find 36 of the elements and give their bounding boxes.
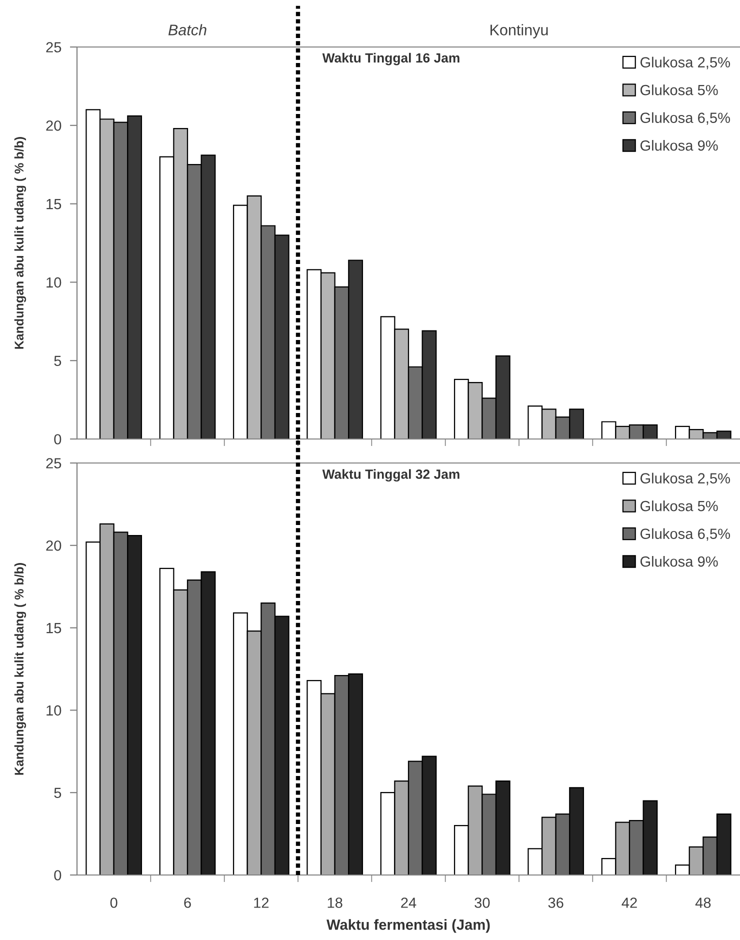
legend-label: Glukosa 5% (640, 84, 718, 96)
legend-label: Glukosa 2,5% (640, 56, 730, 70)
x-tick-label: 12 (254, 898, 269, 908)
y-tick-label: 15 (46, 199, 62, 210)
y-tick-label: 10 (46, 277, 62, 288)
legend-label: Glukosa 6,5% (640, 112, 730, 125)
y-tick-label: 20 (46, 120, 62, 131)
text: Kontinyu (490, 24, 548, 38)
chart-title: Waktu Tinggal 32 Jam (322, 469, 460, 482)
legend-label: Glukosa 9% (640, 140, 718, 151)
chart-title: Waktu Tinggal 16 Jam (322, 52, 460, 66)
x-tick-label: 6 (184, 898, 191, 908)
x-tick-label: 30 (474, 898, 490, 908)
y-tick-label: 25 (46, 458, 62, 468)
y-tick-label: 20 (46, 540, 62, 551)
y-tick-label: 25 (46, 42, 62, 52)
y-tick-label: 0 (54, 434, 62, 444)
legend-label: Glukosa 6,5% (640, 528, 730, 541)
legend-label: Glukosa 2,5% (640, 472, 730, 486)
x-tick-label: 24 (401, 898, 416, 908)
y-axis-title: Kandungan abu kulit udang ( % b/b) (14, 563, 26, 775)
x-tick-label: 0 (110, 898, 118, 908)
legend-label: Glukosa 9% (640, 556, 718, 567)
x-tick-label: 48 (695, 898, 711, 908)
y-axis-title: Kandungan abu kulit udang ( % b/b) (14, 137, 26, 349)
y-tick-label: 0 (54, 870, 62, 880)
x-tick-label: 42 (622, 898, 637, 908)
y-tick-label: 10 (46, 705, 62, 716)
text: Batch (168, 24, 206, 36)
x-tick-label: 18 (328, 898, 342, 908)
y-tick-label: 5 (54, 356, 62, 366)
x-tick-label: 36 (548, 898, 564, 908)
y-tick-label: 15 (46, 623, 62, 634)
y-tick-label: 5 (54, 788, 62, 798)
x-axis-title: Waktu fermentasi (Jam) (326, 919, 490, 933)
legend-label: Glukosa 5% (640, 500, 718, 512)
